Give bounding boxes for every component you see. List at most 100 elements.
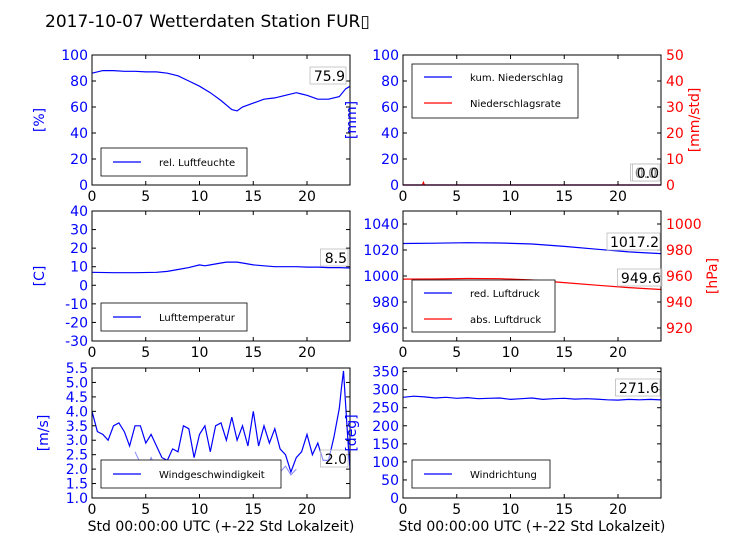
y-tick-label: 40 — [70, 204, 88, 220]
y-tick-label: -30 — [65, 334, 88, 350]
y2-tick-label: 960 — [666, 269, 693, 285]
last-value-label: 949.6 — [621, 271, 661, 287]
plot-frame-windspeed — [91, 367, 351, 499]
value-label-box — [320, 248, 349, 267]
series-line-temperature-0 — [91, 261, 351, 274]
y-tick-label: 1.5 — [66, 477, 88, 493]
value-label-box — [320, 449, 349, 468]
legend-entry-label: abs. Luftdruck — [470, 315, 541, 326]
x-tick-label: 5 — [141, 189, 150, 205]
y-tick-label: -10 — [65, 297, 88, 313]
y2-axis-label: [mm/std] — [687, 88, 703, 153]
y-axis-label: [deg] — [344, 414, 360, 451]
y-tick-label: 10 — [70, 260, 88, 276]
x-tick-label: 20 — [298, 345, 316, 361]
last-value-label: 1017.2 — [610, 235, 659, 251]
y-axis-label: [mm] — [344, 101, 360, 139]
y-tick-label: 0 — [390, 178, 399, 194]
y-tick-label: 20 — [70, 152, 88, 168]
x-tick-label: 15 — [244, 189, 262, 205]
x-tick-label: 0 — [88, 345, 97, 361]
x-tick-label: 15 — [244, 345, 262, 361]
chart-humidity: 0 5 10 15 20 0 20 40 60 80 100 [%] rel. Luftfeuchte 7… — [32, 48, 351, 205]
y-tick-label: 4.0 — [66, 404, 88, 420]
x-tick-label: 0 — [88, 502, 97, 518]
x-tick-label: 15 — [555, 189, 573, 205]
legend-entry-label: Windgeschwindigkeit — [159, 470, 265, 481]
y-tick-label: 200 — [372, 419, 399, 435]
series-line-winddir-0 — [402, 395, 662, 401]
legend-pressure: red. Luftdruck abs. Luftdruck — [411, 279, 556, 333]
y-tick-label: 250 — [372, 401, 399, 417]
legend-precipitation: kum. Niederschlag Niederschlagsrate — [411, 63, 579, 119]
x-tick-label: 20 — [609, 345, 627, 361]
legend-entry-label: red. Luftdruck — [470, 289, 540, 300]
plot-frame-precipitation — [402, 54, 662, 186]
x-tick-label: 0 — [399, 345, 408, 361]
y-tick-label: 40 — [70, 126, 88, 142]
y-tick-label: 100 — [372, 455, 399, 471]
value-label-box — [617, 268, 663, 287]
x-tick-label: 5 — [452, 345, 461, 361]
chart-temperature: 0 5 10 15 20 -30 -20 -10 0 10 20 30 40 [C] Lufttempera… — [32, 204, 351, 361]
y-tick-label: 50 — [381, 473, 399, 489]
y-tick-label: 100 — [372, 48, 399, 64]
legend-entry-label: rel. Luftfeuchte — [159, 158, 235, 169]
y-tick-label: 60 — [381, 100, 399, 116]
x-tick-label: 0 — [88, 189, 97, 205]
y-tick-label: 1000 — [363, 269, 399, 285]
y-tick-label: 350 — [372, 365, 399, 381]
legend-temperature: Lufttemperatur — [100, 302, 248, 332]
x-tick-label: 0 — [399, 189, 408, 205]
x-tick-label: 20 — [298, 189, 316, 205]
y-tick-label: 960 — [372, 321, 399, 337]
y-tick-label: 2.0 — [66, 462, 88, 478]
chart-windspeed: 0 5 10 15 201.01.52.02.53.03.54.04.55.05.5[m… — [36, 361, 354, 535]
x-tick-label: 20 — [609, 502, 627, 518]
plot-frame-humidity — [91, 54, 351, 186]
x-tick-label: 15 — [555, 345, 573, 361]
series-line-windspeed-0 — [91, 370, 351, 474]
x-tick-label: 5 — [452, 502, 461, 518]
value-label-box — [632, 163, 661, 182]
y2-axis-label: [hPa] — [705, 258, 721, 294]
x-tick-label: 10 — [502, 345, 520, 361]
y2-tick-label: 0 — [666, 178, 675, 194]
y-tick-label: 980 — [372, 295, 399, 311]
y-tick-label: 20 — [70, 241, 88, 257]
plot-frame-temperature — [91, 210, 351, 342]
y-tick-label: 1.0 — [66, 491, 88, 507]
x-axis-label: Std 00:00:00 UTC (+-22 Std Lokalzeit) — [399, 519, 666, 535]
x-tick-label: 0 — [399, 502, 408, 518]
last-value-label: 75.9 — [314, 69, 345, 85]
value-label-box — [606, 232, 661, 251]
y-tick-label: 5.5 — [66, 361, 88, 377]
last-value-label: 0.0 — [637, 166, 659, 182]
series-line-humidity-0 — [91, 69, 351, 112]
y-tick-label: 60 — [70, 100, 88, 116]
legend-entry-label: Windrichtung — [470, 470, 537, 481]
y-tick-label: 4.5 — [66, 390, 88, 406]
value-label-box — [309, 66, 347, 85]
y-tick-label: 2.5 — [66, 448, 88, 464]
y2-tick-label: 30 — [666, 100, 684, 116]
legend-entry-label: Niederschlagsrate — [470, 99, 561, 110]
y-tick-label: 40 — [381, 126, 399, 142]
y-tick-label: 1040 — [363, 217, 399, 233]
legend-windspeed: Windgeschwindigkeit — [100, 459, 282, 489]
y-tick-label: 3.0 — [66, 433, 88, 449]
y-tick-label: 0 — [390, 491, 399, 507]
value-label-box — [615, 378, 661, 397]
y2-tick-label: 50 — [666, 48, 684, 64]
x-tick-label: 20 — [298, 502, 316, 518]
y-tick-label: -20 — [65, 315, 88, 331]
figure-title: 2017-10-07 Wetterdaten Station FUR▯ — [45, 12, 370, 32]
x-axis-label: Std 00:00:00 UTC (+-22 Std Lokalzeit) — [88, 519, 355, 535]
legend-box — [411, 63, 579, 119]
y-axis-label: [C] — [32, 266, 48, 287]
y-tick-label: 5.0 — [66, 375, 88, 391]
legend-entry-label: kum. Niederschlag — [470, 73, 563, 84]
x-tick-label: 15 — [244, 502, 262, 518]
legend-winddir: Windrichtung — [411, 459, 551, 489]
